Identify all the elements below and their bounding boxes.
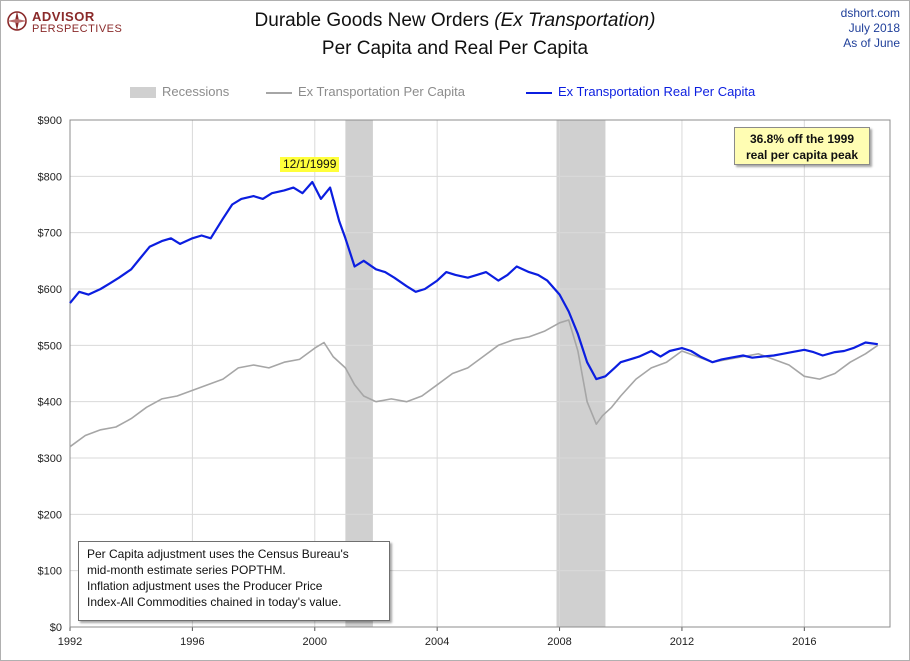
y-tick-label: $300 — [38, 453, 62, 465]
chart-title-main: Durable Goods New Orders — [254, 10, 495, 31]
legend-label-real: Ex Transportation Real Per Capita — [558, 84, 756, 99]
source-site: dshort.com — [840, 6, 900, 20]
callout-line-2: real per capita peak — [745, 148, 859, 162]
x-tick-label: 2008 — [547, 636, 571, 648]
advisor-perspectives-logo: ADVISOR PERSPECTIVES — [6, 8, 136, 36]
y-tick-label: $700 — [38, 228, 62, 240]
x-tick-label: 1992 — [58, 636, 82, 648]
y-tick-label: $400 — [38, 397, 62, 409]
peak-decline-callout: 36.8% off the 1999 real per capita peak — [734, 127, 870, 165]
compass-icon — [7, 11, 27, 31]
legend-swatch-nominal — [266, 92, 292, 94]
callout-line-1: 36.8% off the 1999 — [749, 132, 855, 146]
x-tick-label: 2000 — [303, 636, 327, 648]
x-tick-label: 1996 — [180, 636, 204, 648]
source-block: dshort.com July 2018 As of June — [841, 6, 900, 51]
source-date: July 2018 — [848, 21, 900, 35]
note-line-1: Per Capita adjustment uses the Census Bu… — [87, 547, 349, 561]
series-line-real — [69, 180, 878, 381]
series-line-nominal — [69, 319, 879, 448]
x-tick-label: 2004 — [425, 636, 449, 648]
legend-label-nominal: Ex Transportation Per Capita — [298, 84, 465, 99]
note-line-4: Index-All Commodities chained in today's… — [87, 595, 342, 609]
note-line-3: Inflation adjustment uses the Producer P… — [87, 579, 323, 593]
chart-title: Durable Goods New Orders (Ex Transportat… — [150, 10, 760, 32]
peak-date-label: 12/1/1999 — [280, 157, 340, 172]
methodology-note: Per Capita adjustment uses the Census Bu… — [78, 541, 390, 621]
chart-legend: Recessions Ex Transportation Per Capita … — [120, 84, 820, 102]
plot-border — [69, 119, 891, 628]
legend-label-recessions: Recessions — [162, 84, 230, 99]
legend-swatch-recessions — [130, 87, 156, 98]
y-tick-label: $900 — [38, 115, 62, 127]
note-line-2: mid-month estimate series POPTHM. — [87, 563, 286, 577]
x-tick-label: 2012 — [670, 636, 694, 648]
y-tick-label: $200 — [38, 509, 62, 521]
y-tick-label: $100 — [38, 566, 62, 578]
recession-band-2 — [556, 120, 606, 627]
logo-text-advisor: ADVISOR — [32, 9, 95, 24]
chart-title-sub: (Ex Transportation) — [494, 10, 656, 31]
source-as-of: As of June — [843, 36, 900, 50]
logo-text-perspectives: PERSPECTIVES — [32, 23, 123, 35]
x-tick-label: 2016 — [792, 636, 816, 648]
y-tick-label: $500 — [38, 340, 62, 352]
y-tick-label: $800 — [38, 171, 62, 183]
legend-swatch-real — [526, 92, 552, 94]
y-tick-label: $0 — [50, 622, 62, 634]
y-tick-label: $600 — [38, 284, 62, 296]
chart-subtitle: Per Capita and Real Per Capita — [321, 38, 589, 59]
